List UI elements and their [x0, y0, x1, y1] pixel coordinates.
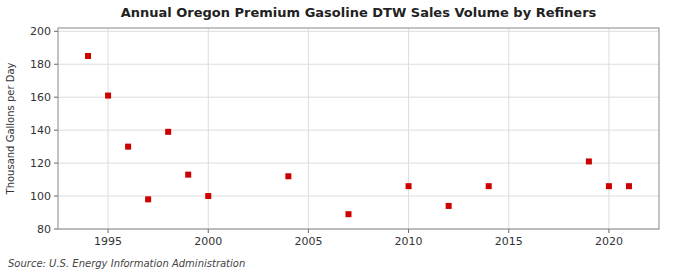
point: [626, 183, 632, 189]
y-axis-label: Thousand Gallons per Day: [5, 62, 16, 195]
point: [145, 196, 151, 202]
x-grid-line: [608, 28, 609, 229]
x-tick: [108, 229, 109, 233]
x-tick: [408, 229, 409, 233]
x-grid-line: [308, 28, 309, 229]
point: [105, 93, 111, 99]
source-note: Source: U.S. Energy Information Administ…: [8, 258, 245, 269]
point: [185, 172, 191, 178]
y-tick-label: 140: [30, 124, 51, 137]
y-grid-line: [58, 130, 659, 131]
y-tick: [54, 64, 58, 65]
x-tick-label: 2000: [194, 235, 222, 248]
y-grid-line: [58, 31, 659, 32]
y-tick: [54, 31, 58, 32]
y-tick: [54, 229, 58, 230]
y-grid-line: [58, 97, 659, 98]
x-tick-label: 2010: [395, 235, 423, 248]
x-tick-label: 2015: [495, 235, 523, 248]
points: [85, 53, 632, 217]
y-tick: [54, 163, 58, 164]
y-tick-label: 120: [30, 157, 51, 170]
x-tick-label: 1995: [94, 235, 122, 248]
x-grid-line: [108, 28, 109, 229]
y-tick-label: 200: [30, 25, 51, 38]
y-tick-label: 100: [30, 190, 51, 203]
point: [446, 203, 452, 209]
title: Annual Oregon Premium Gasoline DTW Sales…: [121, 5, 597, 20]
point: [85, 53, 91, 59]
y-tick: [54, 130, 58, 131]
point: [205, 193, 211, 199]
plot-background: [58, 28, 659, 229]
y-tick-label: 180: [30, 58, 51, 71]
point: [125, 144, 131, 150]
y-grid-line: [58, 163, 659, 164]
y-grid-line: [58, 64, 659, 65]
point: [606, 183, 612, 189]
x-grid-line: [408, 28, 409, 229]
point: [165, 129, 171, 135]
y-tick: [54, 196, 58, 197]
x-tick: [508, 229, 509, 233]
x-tick-label: 2005: [294, 235, 322, 248]
point: [285, 173, 291, 179]
y-tick: [54, 97, 58, 98]
point: [345, 211, 351, 217]
x-tick-label: 2020: [595, 235, 623, 248]
chart-container: 80 100 120 140 160 180 200 1995 2000 2005 2010 2015…: [0, 0, 675, 275]
x-tick: [608, 229, 609, 233]
x-grid-line: [508, 28, 509, 229]
point: [586, 158, 592, 164]
x-tick: [208, 229, 209, 233]
chart-svg: 80 100 120 140 160 180 200 1995 2000 2005 2010 2015…: [0, 0, 675, 275]
point: [486, 183, 492, 189]
axes: 80 100 120 140 160 180 200 1995 2000 2005 2010 2015…: [30, 25, 623, 248]
y-tick-label: 160: [30, 91, 51, 104]
point: [406, 183, 412, 189]
grid: [58, 28, 659, 229]
plot-frame: [58, 28, 659, 229]
x-tick: [308, 229, 309, 233]
y-tick-label: 80: [37, 223, 51, 236]
